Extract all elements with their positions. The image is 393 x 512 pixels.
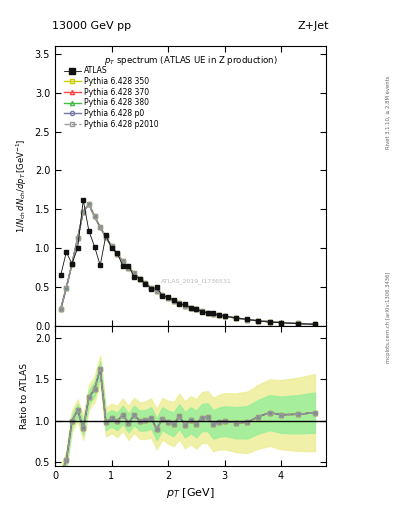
Text: mcplots.cern.ch [arXiv:1306.3436]: mcplots.cern.ch [arXiv:1306.3436] bbox=[386, 272, 391, 363]
Text: Z+Jet: Z+Jet bbox=[298, 20, 329, 31]
Text: Rivet 3.1.10, ≥ 2.8M events: Rivet 3.1.10, ≥ 2.8M events bbox=[386, 76, 391, 150]
X-axis label: $p_T$ [GeV]: $p_T$ [GeV] bbox=[166, 486, 215, 500]
Y-axis label: Ratio to ATLAS: Ratio to ATLAS bbox=[20, 363, 29, 429]
Text: $p_T$ spectrum (ATLAS UE in Z production): $p_T$ spectrum (ATLAS UE in Z production… bbox=[104, 54, 277, 68]
Text: 13000 GeV pp: 13000 GeV pp bbox=[52, 20, 131, 31]
Text: ATLAS_2019_I1736531: ATLAS_2019_I1736531 bbox=[161, 279, 231, 284]
Y-axis label: $1/N_{\rm ch}\,dN_{\rm ch}/dp_T\,[\rm GeV^{-1}]$: $1/N_{\rm ch}\,dN_{\rm ch}/dp_T\,[\rm Ge… bbox=[15, 139, 29, 233]
Legend: ATLAS, Pythia 6.428 350, Pythia 6.428 370, Pythia 6.428 380, Pythia 6.428 p0, Py: ATLAS, Pythia 6.428 350, Pythia 6.428 37… bbox=[62, 64, 161, 131]
